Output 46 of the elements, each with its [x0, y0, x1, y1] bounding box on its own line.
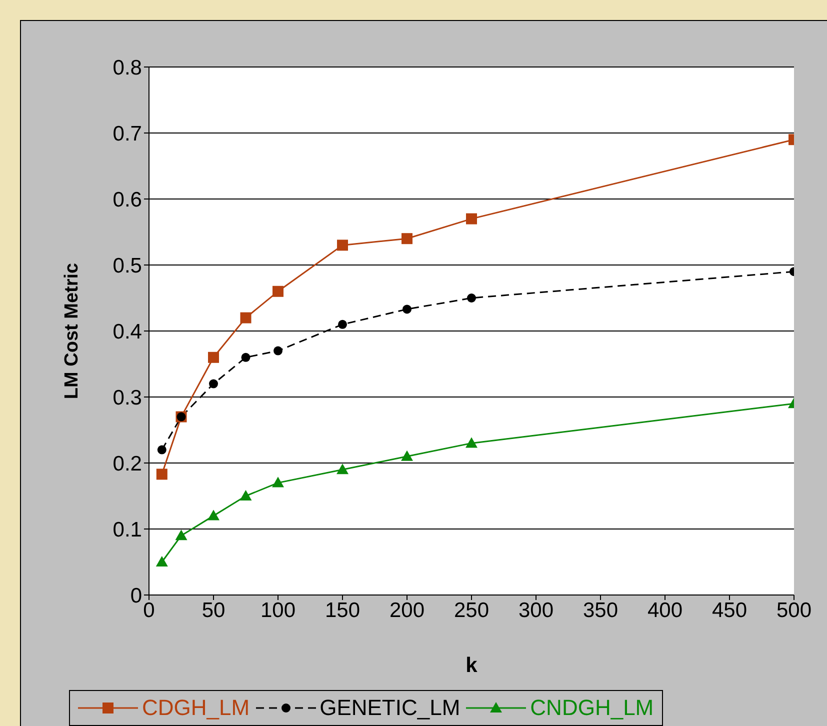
- legend-label: CDGH_LM: [142, 695, 250, 721]
- x-tick-label: 500: [776, 598, 812, 622]
- point: [156, 468, 168, 480]
- legend-label: CNDGH_LM: [530, 695, 654, 721]
- point: [402, 304, 412, 314]
- x-tick-label: 100: [260, 598, 296, 622]
- point: [466, 437, 478, 448]
- x-tick-label: 400: [647, 598, 683, 622]
- x-tick-label: 300: [518, 598, 554, 622]
- point: [402, 233, 412, 244]
- point: [467, 294, 476, 302]
- point: [338, 320, 347, 329]
- x-tick-label: 350: [582, 598, 618, 622]
- y-tick-label: 0.5: [112, 254, 142, 278]
- y-tick-label: 0.8: [112, 56, 142, 80]
- x-axis-title: k: [466, 654, 478, 677]
- x-tick-label: 450: [712, 598, 748, 622]
- y-tick-label: 0.6: [112, 188, 142, 212]
- x-tick-label: 50: [202, 598, 226, 622]
- y-tick-label: 0.2: [112, 452, 142, 476]
- point: [466, 213, 477, 224]
- y-tick-label: 0.1: [112, 518, 142, 542]
- point: [156, 556, 168, 566]
- point: [272, 286, 284, 297]
- point: [272, 476, 284, 488]
- point: [337, 240, 348, 251]
- point: [157, 445, 166, 454]
- x-tick-label: 150: [324, 598, 360, 622]
- y-tick-label: 0: [130, 584, 142, 608]
- point: [208, 352, 219, 363]
- x-tick-label: 200: [389, 598, 425, 622]
- point: [208, 510, 220, 520]
- y-tick-label: 0.4: [112, 320, 142, 344]
- point: [240, 490, 252, 500]
- y-tick-label: 0.3: [112, 386, 142, 410]
- point: [175, 530, 188, 540]
- point: [336, 464, 348, 474]
- y-tick-label: 0.7: [112, 122, 142, 146]
- x-tick-label: 250: [454, 598, 490, 622]
- point: [240, 312, 252, 324]
- point: [209, 379, 218, 388]
- y-axis-title: LM Cost Metric: [62, 262, 83, 400]
- legend-label: GENETIC_LM: [320, 695, 460, 721]
- point: [401, 450, 413, 461]
- point: [274, 346, 282, 356]
- point: [241, 352, 250, 362]
